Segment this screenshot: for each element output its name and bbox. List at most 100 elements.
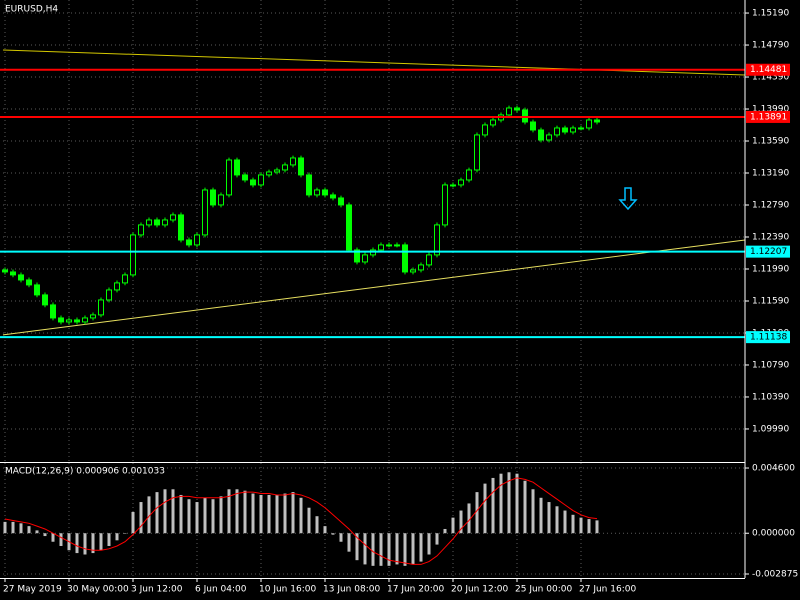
- histogram-bar: [179, 494, 183, 534]
- histogram-bar: [547, 502, 551, 534]
- candle-body: [458, 179, 464, 186]
- candle-body: [90, 314, 96, 319]
- y-tick-label: 1.09990: [752, 424, 789, 434]
- histogram-bar: [99, 533, 103, 551]
- candle-body: [74, 319, 80, 323]
- x-tick-label: 25 Jun 00:00: [515, 585, 572, 595]
- candle-body: [394, 244, 400, 247]
- x-tick-label: 27 Jun 16:00: [579, 585, 636, 595]
- histogram-bar: [211, 499, 215, 534]
- candle-body: [306, 174, 312, 196]
- candle-body: [274, 169, 280, 173]
- candle-body: [506, 107, 512, 116]
- histogram-bar: [131, 511, 135, 534]
- candle-body: [354, 249, 360, 263]
- histogram-bar: [531, 489, 535, 534]
- x-tick-label: 3 Jun 12:00: [131, 585, 183, 595]
- y-tick-label: 1.12790: [752, 201, 789, 211]
- histogram-bar: [59, 533, 63, 546]
- candle-body: [546, 134, 552, 141]
- candle-body: [466, 169, 472, 181]
- candle-body: [178, 214, 184, 241]
- candle-body: [298, 157, 304, 176]
- histogram-bar: [379, 533, 383, 566]
- histogram-bar: [355, 533, 359, 561]
- candle-body: [530, 121, 536, 131]
- histogram-bar: [499, 473, 503, 534]
- indicator-title: MACD(12,26,9) 0.000906 0.001033: [5, 467, 165, 477]
- candle-body: [10, 271, 16, 276]
- histogram-bar: [227, 489, 231, 534]
- histogram-bar: [315, 516, 319, 534]
- candle-body: [130, 234, 136, 276]
- candle-body: [538, 129, 544, 141]
- y-tick-label: 0.000000: [752, 529, 795, 539]
- candle-body: [578, 127, 584, 130]
- candle-body: [586, 119, 592, 129]
- candle-body: [426, 254, 432, 266]
- candle-body: [82, 317, 88, 323]
- x-tick-label: 6 Jun 04:00: [195, 585, 247, 595]
- level-label: 1.11138: [750, 333, 787, 343]
- candle-body: [570, 127, 576, 133]
- histogram-bar: [539, 497, 543, 534]
- candle-body: [34, 284, 40, 296]
- candle-body: [362, 254, 368, 263]
- y-tick-label: 1.10790: [752, 360, 789, 370]
- histogram-bar: [11, 521, 15, 534]
- histogram-bar: [299, 497, 303, 534]
- candle-body: [322, 189, 328, 196]
- histogram-bar: [155, 492, 159, 534]
- histogram-bar: [83, 533, 87, 555]
- histogram-bar: [483, 483, 487, 534]
- chart-title: EURUSD,H4: [5, 5, 58, 15]
- candle-body: [266, 171, 272, 176]
- y-tick-label: 1.12390: [752, 232, 789, 242]
- histogram-bar: [107, 533, 111, 546]
- candle-body: [434, 224, 440, 256]
- histogram-bar: [459, 510, 463, 534]
- histogram-bar: [291, 492, 295, 534]
- histogram-bar: [563, 510, 567, 534]
- candle-body: [378, 244, 384, 251]
- candle-body: [98, 299, 104, 316]
- candle-body: [114, 282, 120, 291]
- trend-line: [2, 49, 746, 76]
- histogram-bar: [419, 533, 423, 562]
- histogram-bar: [91, 533, 95, 554]
- candle-body: [186, 239, 192, 246]
- histogram-bar: [323, 526, 327, 534]
- y-tick-label: 1.13190: [752, 169, 789, 179]
- x-tick-label: 10 Jun 16:00: [259, 585, 316, 595]
- y-tick-label: 1.14790: [752, 41, 789, 51]
- candle-body: [386, 244, 392, 247]
- candle-body: [18, 274, 24, 281]
- candle-body: [314, 189, 320, 196]
- candle-body: [2, 269, 8, 273]
- histogram-bar: [283, 493, 287, 534]
- histogram-bar: [491, 477, 495, 534]
- level-label-box: [746, 245, 790, 258]
- histogram-bar: [571, 514, 575, 534]
- histogram-bar: [395, 533, 399, 565]
- histogram-bar: [555, 506, 559, 534]
- histogram-bar: [595, 520, 599, 534]
- histogram-bar: [219, 496, 223, 534]
- level-label: 1.14481: [750, 65, 787, 75]
- candle-body: [562, 127, 568, 133]
- candle-body: [594, 119, 600, 123]
- candle-body: [418, 264, 424, 271]
- candle-body: [402, 244, 408, 273]
- histogram-bar: [251, 493, 255, 534]
- candle-body: [58, 317, 64, 323]
- histogram-bar: [435, 533, 439, 545]
- histogram-bar: [19, 523, 23, 534]
- histogram-bar: [507, 472, 511, 534]
- x-tick-label: 17 Jun 20:00: [387, 585, 444, 595]
- candle-body: [210, 189, 216, 206]
- histogram-bar: [347, 533, 351, 552]
- histogram-bar: [363, 533, 367, 565]
- histogram-bar: [115, 533, 119, 541]
- histogram-bar: [411, 533, 415, 565]
- candle-body: [490, 119, 496, 126]
